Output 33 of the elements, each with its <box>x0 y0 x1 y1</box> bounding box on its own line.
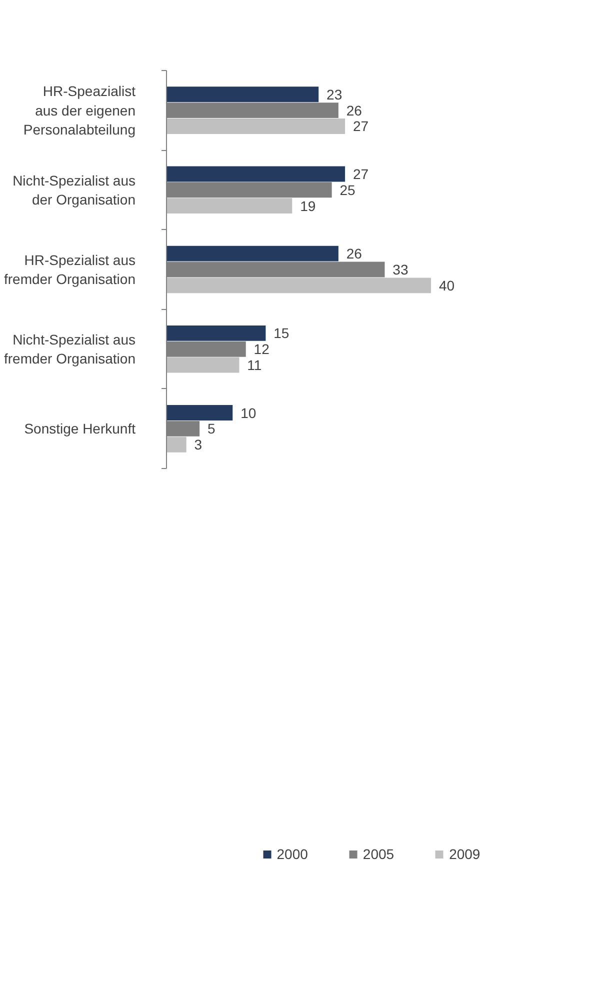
y-tick-label: HR-Spezialist aus fremder Organisation <box>4 252 136 288</box>
data-label: 25 <box>340 182 356 198</box>
data-label: 10 <box>240 404 256 421</box>
data-label: 40 <box>438 277 455 294</box>
bar <box>166 405 233 420</box>
data-label: 26 <box>346 246 362 262</box>
bar <box>166 198 292 214</box>
bar <box>166 357 240 373</box>
data-label: 27 <box>352 118 369 134</box>
data-label: 33 <box>392 262 408 278</box>
y-tick-label: HR-Speazialist aus der eigenen Personalabteilung <box>23 83 136 138</box>
data-label: 23 <box>326 86 342 102</box>
legend-label: 2005 <box>362 846 394 862</box>
data-label: 26 <box>346 102 362 118</box>
bar <box>166 118 346 134</box>
bar <box>166 246 338 262</box>
bar <box>166 86 319 102</box>
data-label: 5 <box>208 420 216 437</box>
bar <box>166 278 432 294</box>
legend-label: 2000 <box>276 846 308 862</box>
data-label: 19 <box>300 198 316 214</box>
legend-label: 2009 <box>449 846 480 862</box>
data-label: 15 <box>274 325 290 342</box>
data-label: 3 <box>194 436 202 453</box>
data-label: 11 <box>247 357 262 374</box>
y-tick-label: Nicht-Spezialist aus fremder Organisation <box>4 332 136 367</box>
bar <box>166 436 186 452</box>
y-tick-label: Nicht-Spezialist aus der Organisation <box>12 172 136 208</box>
data-label: 27 <box>352 166 369 182</box>
data-label: 12 <box>254 341 270 358</box>
bar <box>166 325 266 341</box>
bar <box>166 166 346 182</box>
y-tick-label: Sonstige Herkunft <box>24 420 136 437</box>
